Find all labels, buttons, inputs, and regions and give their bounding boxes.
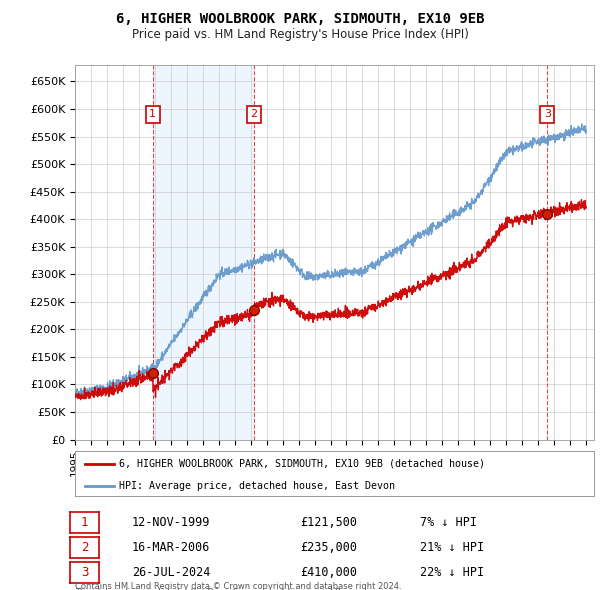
Text: 3: 3 [544, 110, 551, 120]
Text: 7% ↓ HPI: 7% ↓ HPI [420, 516, 477, 529]
Text: 12-NOV-1999: 12-NOV-1999 [132, 516, 211, 529]
Bar [153, 65, 254, 440]
Text: 6, HIGHER WOOLBROOK PARK, SIDMOUTH, EX10 9EB: 6, HIGHER WOOLBROOK PARK, SIDMOUTH, EX10… [116, 12, 484, 26]
Text: 6, HIGHER WOOLBROOK PARK, SIDMOUTH, EX10 9EB (detached house): 6, HIGHER WOOLBROOK PARK, SIDMOUTH, EX10… [119, 459, 485, 468]
Text: 1: 1 [81, 516, 88, 529]
Text: 21% ↓ HPI: 21% ↓ HPI [420, 541, 484, 554]
Text: 26-JUL-2024: 26-JUL-2024 [132, 566, 211, 579]
Text: 3: 3 [81, 566, 88, 579]
Text: 16-MAR-2006: 16-MAR-2006 [132, 541, 211, 554]
Text: £235,000: £235,000 [300, 541, 357, 554]
Text: 2: 2 [81, 541, 88, 554]
Text: 1: 1 [149, 110, 156, 120]
Text: £121,500: £121,500 [300, 516, 357, 529]
Text: 22% ↓ HPI: 22% ↓ HPI [420, 566, 484, 579]
Text: Price paid vs. HM Land Registry's House Price Index (HPI): Price paid vs. HM Land Registry's House … [131, 28, 469, 41]
Text: £410,000: £410,000 [300, 566, 357, 579]
Text: HPI: Average price, detached house, East Devon: HPI: Average price, detached house, East… [119, 481, 395, 491]
Text: This data is licensed under the Open Government Licence v3.0.: This data is licensed under the Open Gov… [75, 588, 343, 590]
Text: 2: 2 [250, 110, 257, 120]
Text: Contains HM Land Registry data © Crown copyright and database right 2024.: Contains HM Land Registry data © Crown c… [75, 582, 401, 590]
